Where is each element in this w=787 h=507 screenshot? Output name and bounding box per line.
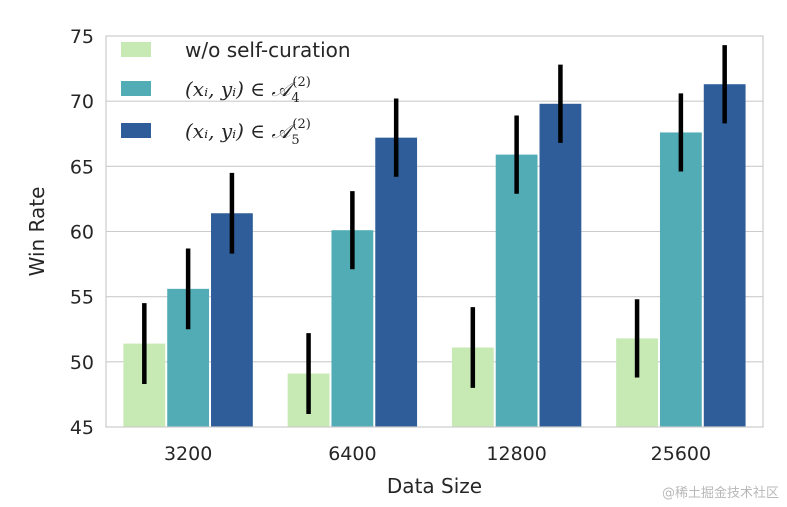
y-tick-labels: 45 50 55 60 65 70 75: [70, 26, 94, 439]
legend-label-subscript: 4: [291, 91, 299, 106]
plot-frame: [105, 35, 764, 428]
x-tick-label: 12800: [486, 443, 546, 465]
bar: [703, 84, 746, 428]
watermark: @稀土掘金技术社区: [661, 486, 779, 501]
bar: [659, 132, 702, 428]
error-bars-group: [142, 45, 727, 414]
bar: [495, 154, 538, 427]
legend-swatch: [121, 123, 151, 138]
x-tick-label: 25600: [651, 443, 711, 465]
x-tick-label: 6400: [328, 443, 376, 465]
y-tick-label: 75: [70, 26, 94, 48]
x-tick-label: 3200: [164, 443, 212, 465]
legend-swatch: [121, 42, 151, 57]
y-tick-label: 70: [70, 91, 94, 113]
y-tick-label: 45: [70, 417, 94, 439]
x-tick-labels: 3200 6400 12800 25600: [164, 443, 711, 465]
legend-label: (xᵢ, yᵢ) ∈ 𝒜: [185, 77, 296, 101]
legend-label: w/o self-curation: [185, 38, 351, 62]
y-tick-label: 60: [70, 222, 94, 244]
x-axis-label: Data Size: [387, 474, 482, 498]
legend-label: (xᵢ, yᵢ) ∈ 𝒜: [185, 119, 296, 143]
legend-label-subscript: 5: [291, 133, 299, 148]
y-tick-label: 50: [70, 352, 94, 374]
bar: [375, 137, 418, 427]
legend: w/o self-curation(xᵢ, yᵢ) ∈ 𝒜 (2)4(xᵢ, yᵢ…: [121, 38, 351, 148]
legend-label-superscript: (2): [292, 117, 310, 132]
y-axis-label: Win Rate: [25, 187, 49, 277]
legend-label-superscript: (2): [292, 75, 310, 90]
y-tick-label: 65: [70, 156, 94, 178]
y-tick-label: 55: [70, 287, 94, 309]
legend-swatch: [121, 81, 151, 96]
bar: [539, 103, 582, 428]
